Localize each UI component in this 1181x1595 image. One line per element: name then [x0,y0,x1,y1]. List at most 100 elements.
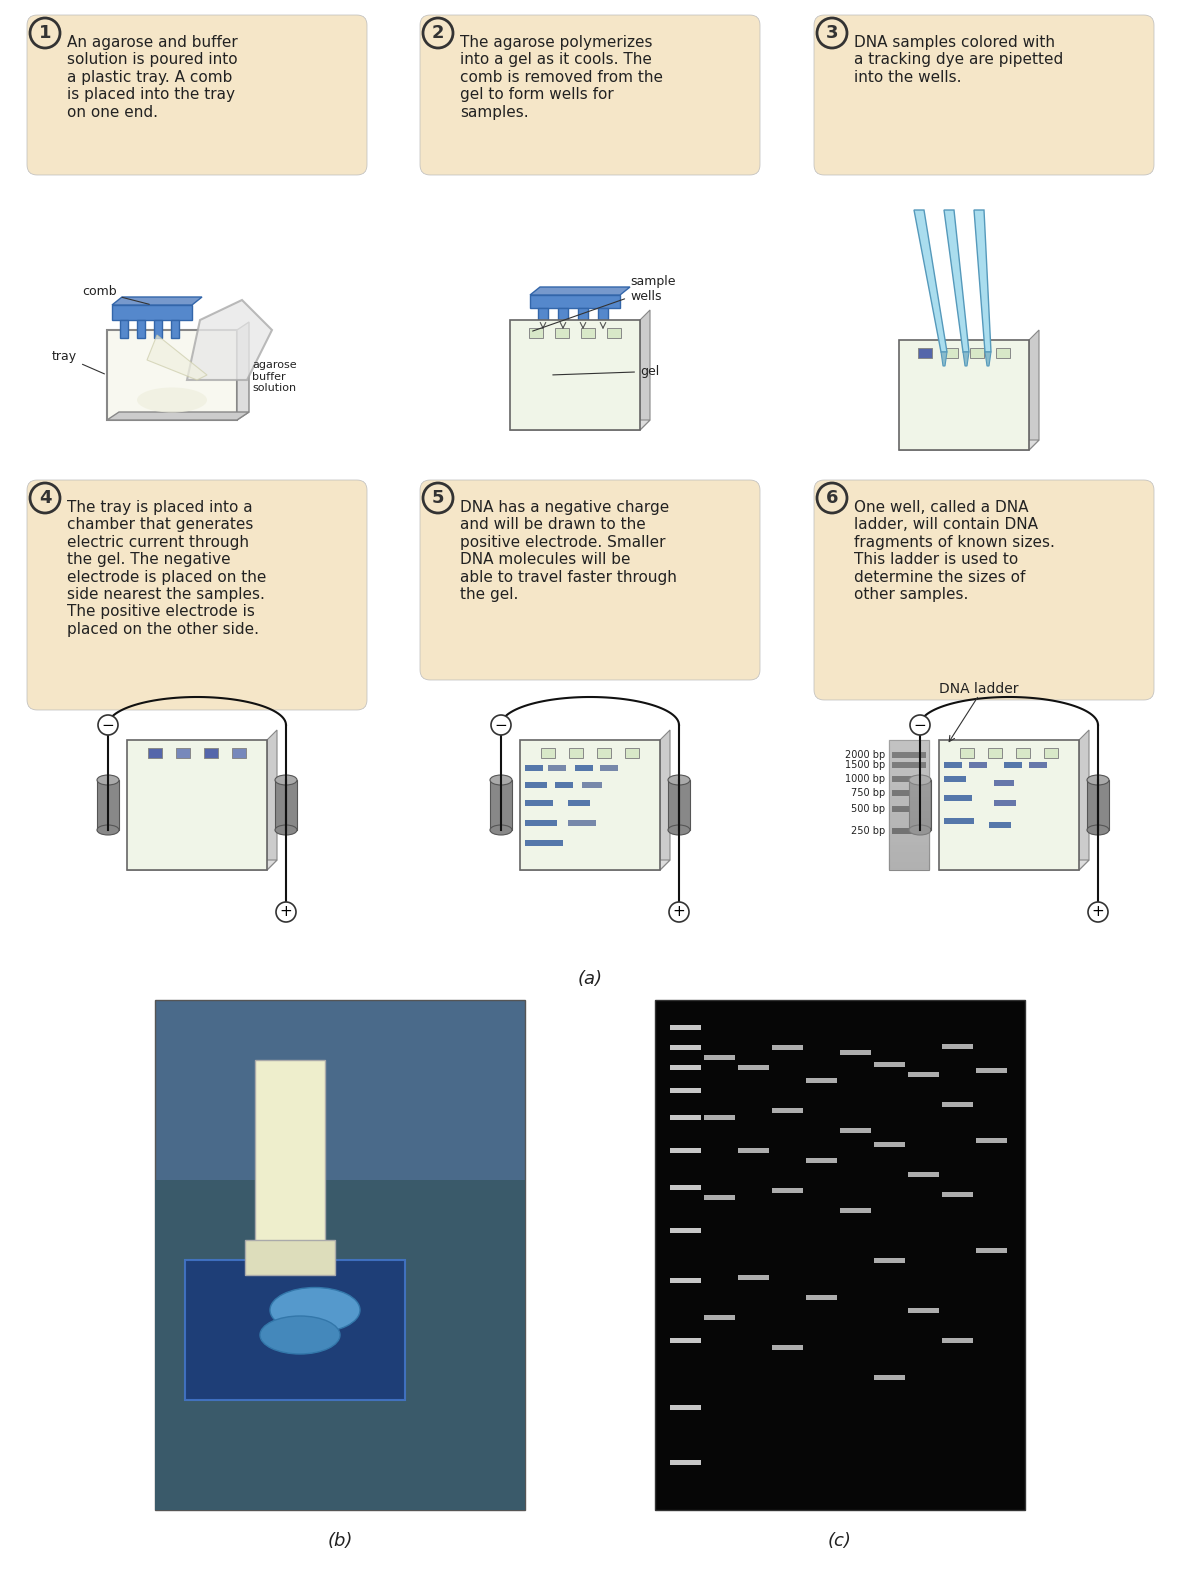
Ellipse shape [275,825,296,836]
Bar [231,748,246,758]
Bar [526,782,547,788]
Bar [568,820,596,826]
Polygon shape [660,731,670,869]
Bar [738,1065,769,1070]
Bar [668,780,690,829]
Bar [772,1188,803,1193]
Bar [939,740,1079,869]
Polygon shape [1029,330,1039,450]
Bar [704,1314,735,1321]
Bar [874,1142,905,1147]
Text: sample
wells: sample wells [533,274,676,332]
Text: (c): (c) [828,1533,852,1550]
Bar [976,1247,1007,1254]
Text: 2000 bp: 2000 bp [844,750,885,759]
Bar [840,1128,872,1132]
Bar [670,1278,702,1282]
Circle shape [98,715,118,735]
Circle shape [911,715,929,735]
Bar [578,308,588,324]
Bar [625,748,639,758]
Bar [918,348,932,357]
FancyBboxPatch shape [27,480,367,710]
Bar [908,1072,939,1077]
Text: 1000 bp: 1000 bp [844,774,885,785]
Bar [944,762,963,769]
Bar [155,1000,526,1510]
Bar [670,1405,702,1410]
Bar [738,1148,769,1153]
Ellipse shape [260,1316,340,1354]
Polygon shape [112,297,202,305]
Text: 750 bp: 750 bp [850,788,885,798]
Text: comb: comb [81,286,149,305]
Bar [1029,762,1048,769]
Bar [526,801,553,805]
FancyBboxPatch shape [27,14,367,175]
Bar [510,321,640,431]
Bar [670,1338,702,1343]
Bar [892,751,926,758]
Text: 250 bp: 250 bp [850,826,885,836]
Text: 5: 5 [432,490,444,507]
Bar [994,801,1016,805]
Circle shape [423,483,454,514]
Bar [670,1228,702,1233]
Bar [569,748,583,758]
Ellipse shape [909,825,931,836]
Bar [970,348,984,357]
Bar [704,1115,735,1120]
Text: 1500 bp: 1500 bp [844,759,885,770]
Bar [655,1000,1025,1510]
Bar [944,348,958,357]
Circle shape [668,903,689,922]
Text: An agarose and buffer
solution is poured into
a plastic tray. A comb
is placed i: An agarose and buffer solution is poured… [67,35,237,120]
Bar [204,748,218,758]
Text: 3: 3 [826,24,839,41]
Bar [557,308,568,324]
Text: −: − [495,718,508,732]
Bar [541,748,555,758]
Bar [526,820,557,826]
Text: (a): (a) [578,970,602,987]
Bar [530,295,620,308]
Text: −: − [102,718,115,732]
Bar [772,1345,803,1349]
Polygon shape [267,731,278,869]
Bar [874,1258,905,1263]
Ellipse shape [97,825,119,836]
Bar [600,766,618,770]
Ellipse shape [275,775,296,785]
Ellipse shape [137,388,207,413]
Circle shape [491,715,511,735]
Circle shape [817,483,847,514]
Ellipse shape [270,1287,360,1332]
Bar [908,1172,939,1177]
Circle shape [423,18,454,48]
Bar [909,780,931,829]
Polygon shape [1079,731,1089,869]
Bar [112,305,193,321]
Bar [97,780,119,829]
Text: DNA ladder: DNA ladder [939,683,1019,695]
Ellipse shape [1087,775,1109,785]
Bar [670,1045,702,1050]
Bar [976,1137,1007,1144]
Bar [555,329,569,338]
Text: +: + [280,904,293,919]
Ellipse shape [1087,825,1109,836]
Circle shape [817,18,847,48]
Ellipse shape [490,775,513,785]
Polygon shape [899,440,1039,450]
Bar [526,766,543,770]
Ellipse shape [97,775,119,785]
Bar [738,1274,769,1281]
Bar [892,762,926,769]
Bar [1087,780,1109,829]
Polygon shape [128,860,278,869]
Bar [176,748,190,758]
Ellipse shape [668,775,690,785]
Bar [670,1115,702,1120]
Text: 2: 2 [432,24,444,41]
Bar [840,1207,872,1214]
